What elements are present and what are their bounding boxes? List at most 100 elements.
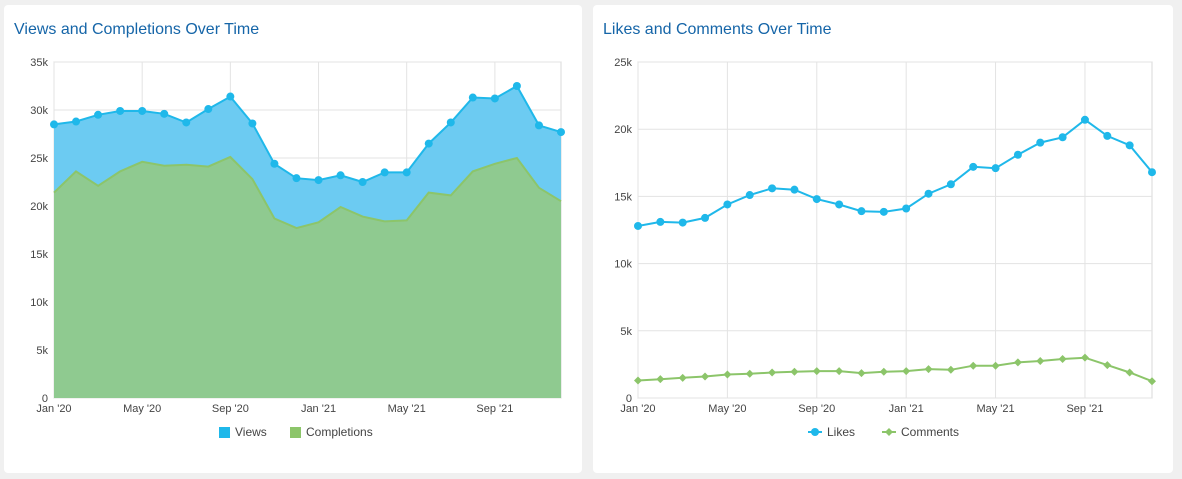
y-tick-label: 35k <box>30 57 48 69</box>
x-tick-label: Jan '20 <box>36 403 71 415</box>
likes-point <box>924 189 933 198</box>
comments-point <box>723 370 732 379</box>
views-point <box>468 93 477 102</box>
y-tick-label: 25k <box>30 153 48 165</box>
likes-point <box>1080 115 1089 124</box>
views-legend-label: Views <box>235 425 267 439</box>
likes-point <box>1125 141 1134 150</box>
views-point <box>160 109 169 118</box>
completions-line <box>53 155 562 230</box>
likes-point <box>790 185 799 194</box>
comments-point <box>1013 358 1022 367</box>
views-point <box>534 121 543 130</box>
likes-comments-chart: 0 5k 10k 15k 20k 25k Jan '20 May '20 Sep '20 Jan … <box>614 57 1156 439</box>
views-point <box>512 82 521 90</box>
views-point <box>226 92 235 101</box>
views-completions-card: Views and Completions Over Time 0 5k 10k 15… <box>4 5 582 473</box>
comments-point <box>745 369 754 378</box>
views-point <box>182 118 191 127</box>
comments-point <box>678 373 687 382</box>
comments-point <box>701 372 710 381</box>
comments-point <box>857 369 866 378</box>
likes-legend-label: Likes <box>827 425 855 439</box>
x-tick-label: May '20 <box>123 403 161 415</box>
likes-legend-marker <box>811 428 819 436</box>
x-tick-label: Sep '20 <box>798 403 835 415</box>
comments-point <box>768 368 777 377</box>
likes-point <box>946 180 955 189</box>
views-point <box>50 120 58 129</box>
comments-point <box>924 365 933 374</box>
comments-point <box>1103 361 1112 370</box>
y-tick-label: 0 <box>42 393 48 405</box>
comments-point <box>879 367 888 376</box>
likes-point <box>1148 168 1156 177</box>
views-point <box>402 168 411 177</box>
views-point <box>204 105 213 114</box>
likes-point <box>812 195 821 204</box>
y-tick-label: 0 <box>626 393 632 405</box>
completions-legend-label: Completions <box>306 425 373 439</box>
likes-point <box>879 207 888 216</box>
comments-legend-label: Comments <box>901 425 959 439</box>
y-tick-label: 10k <box>614 259 632 271</box>
likes-line <box>637 118 1153 227</box>
likes-point <box>745 191 754 200</box>
comments-point <box>969 361 978 370</box>
plot-area <box>637 61 1153 399</box>
y-tick-label: 15k <box>30 249 48 261</box>
legend: Views Completions <box>219 425 373 439</box>
comments-point <box>656 375 665 384</box>
x-tick-label: Sep '20 <box>212 403 249 415</box>
views-point <box>248 119 257 128</box>
views-point <box>292 174 301 183</box>
comments-point <box>946 365 955 374</box>
views-point <box>270 159 279 168</box>
comments-point <box>1058 355 1067 364</box>
completions-area <box>54 157 561 398</box>
comments-legend-marker <box>885 428 893 436</box>
views-point <box>314 176 323 185</box>
x-tick-label: May '20 <box>708 403 746 415</box>
comments-point <box>1036 357 1045 366</box>
likes-point <box>768 184 777 193</box>
chart-title: Views and Completions Over Time <box>14 21 260 38</box>
y-tick-label: 25k <box>614 57 632 69</box>
likes-point <box>835 200 844 209</box>
likes-point <box>1036 138 1045 147</box>
comments-point <box>835 367 844 376</box>
y-tick-label: 30k <box>30 105 48 117</box>
likes-point <box>678 218 687 227</box>
y-tick-label: 20k <box>614 124 632 136</box>
views-point <box>116 106 125 115</box>
y-tick-label: 5k <box>36 345 48 357</box>
likes-point <box>991 164 1000 173</box>
chart-title: Likes and Comments Over Time <box>603 21 832 38</box>
views-point <box>138 106 147 115</box>
comments-point <box>634 376 642 385</box>
y-tick-label: 15k <box>614 191 632 203</box>
comments-point <box>812 367 821 376</box>
comments-point <box>1125 368 1134 377</box>
likes-point <box>656 217 665 226</box>
likes-point <box>723 200 732 209</box>
x-tick-label: Jan '20 <box>620 403 655 415</box>
x-tick-label: Sep '21 <box>1066 403 1103 415</box>
x-tick-label: May '21 <box>388 403 426 415</box>
likes-point <box>969 162 978 171</box>
views-point <box>446 118 455 127</box>
likes-point <box>634 221 642 230</box>
views-point <box>380 168 389 177</box>
views-point <box>336 171 345 180</box>
views-point <box>72 117 81 126</box>
comments-point <box>991 361 1000 370</box>
likes-point <box>857 207 866 216</box>
views-point <box>424 139 433 148</box>
x-tick-label: May '21 <box>976 403 1014 415</box>
comments-line <box>637 356 1153 383</box>
y-tick-label: 20k <box>30 201 48 213</box>
x-tick-label: Jan '21 <box>301 403 336 415</box>
likes-point <box>902 204 911 213</box>
comments-point <box>902 367 911 376</box>
likes-point <box>1103 131 1112 140</box>
